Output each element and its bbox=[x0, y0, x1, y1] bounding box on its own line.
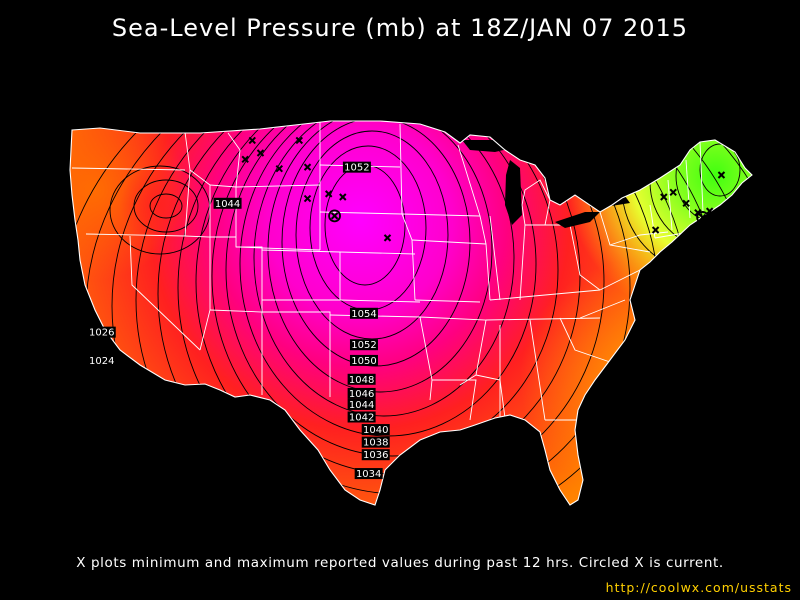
station-extreme-mark bbox=[256, 149, 265, 157]
station-extreme-mark bbox=[651, 226, 660, 234]
station-extreme-mark bbox=[241, 155, 249, 163]
isobar-label: 1040 bbox=[361, 424, 390, 436]
isobar-label: 1052 bbox=[349, 339, 378, 351]
station-extreme-mark bbox=[248, 136, 256, 145]
station-extreme-mark bbox=[339, 193, 347, 201]
isobar-label-text: 1050 bbox=[351, 356, 376, 367]
station-marks bbox=[241, 136, 726, 242]
current-station-mark bbox=[696, 211, 710, 224]
isobar-label: 1050 bbox=[349, 354, 378, 367]
isobar-label: 1024 bbox=[87, 354, 116, 367]
great-lakes bbox=[462, 140, 630, 228]
station-extreme-mark bbox=[324, 190, 333, 198]
isobar-label-text: 1048 bbox=[349, 375, 374, 386]
isobar-label-text: 1034 bbox=[356, 469, 381, 480]
station-extreme-mark bbox=[383, 234, 392, 242]
isobar-label: 1048 bbox=[347, 373, 376, 386]
isobar-label: 1044 bbox=[347, 398, 376, 411]
isobar-label-text: 1036 bbox=[363, 450, 388, 461]
isobar-label-text: 1026 bbox=[89, 328, 114, 339]
isobar-label: 1044 bbox=[213, 197, 242, 210]
isobar-label-text: 1044 bbox=[349, 400, 374, 411]
station-extreme-mark bbox=[295, 136, 304, 145]
isobar-label-text: 1054 bbox=[351, 309, 376, 320]
isobar-label: 1034 bbox=[354, 468, 383, 480]
isobar-label-text: 1046 bbox=[349, 389, 374, 400]
station-extreme-mark bbox=[669, 188, 677, 196]
isobar-label: 1046 bbox=[347, 387, 376, 400]
isobar-label: 1042 bbox=[347, 411, 376, 424]
isobar-label-text: 1052 bbox=[351, 340, 376, 351]
map-caption: X plots minimum and maximum reported val… bbox=[76, 555, 724, 571]
isobar-label-text: 1042 bbox=[349, 413, 374, 424]
isobar-label-text: 1024 bbox=[89, 356, 114, 367]
current-station-mark bbox=[328, 209, 341, 223]
isobar-label: 1026 bbox=[87, 326, 116, 339]
isobar-labels: 1052104410541052105010481046104410421040… bbox=[87, 161, 390, 480]
isobar-label-text: 1040 bbox=[363, 425, 388, 436]
station-extreme-mark bbox=[682, 199, 690, 207]
isobar-label-text: 1052 bbox=[344, 163, 369, 174]
station-extreme-mark bbox=[275, 165, 284, 173]
isobar-label-text: 1044 bbox=[215, 199, 240, 210]
station-extreme-mark bbox=[705, 207, 714, 215]
station-extreme-mark bbox=[660, 193, 668, 201]
station-extreme-mark bbox=[303, 163, 312, 171]
isobar-label: 1054 bbox=[349, 307, 378, 320]
isobar-label: 1038 bbox=[361, 436, 390, 449]
isobar-label: 1036 bbox=[361, 449, 390, 461]
station-extreme-mark bbox=[303, 194, 312, 203]
state-boundaries bbox=[71, 121, 704, 421]
map-title: Sea-Level Pressure (mb) at 18Z/JAN 07 20… bbox=[111, 14, 689, 42]
isobar-label-text: 1038 bbox=[363, 438, 388, 449]
isobar-label: 1052 bbox=[342, 161, 371, 174]
station-extreme-mark bbox=[717, 171, 726, 179]
source-url[interactable]: http://coolwx.com/usstats bbox=[605, 580, 792, 595]
